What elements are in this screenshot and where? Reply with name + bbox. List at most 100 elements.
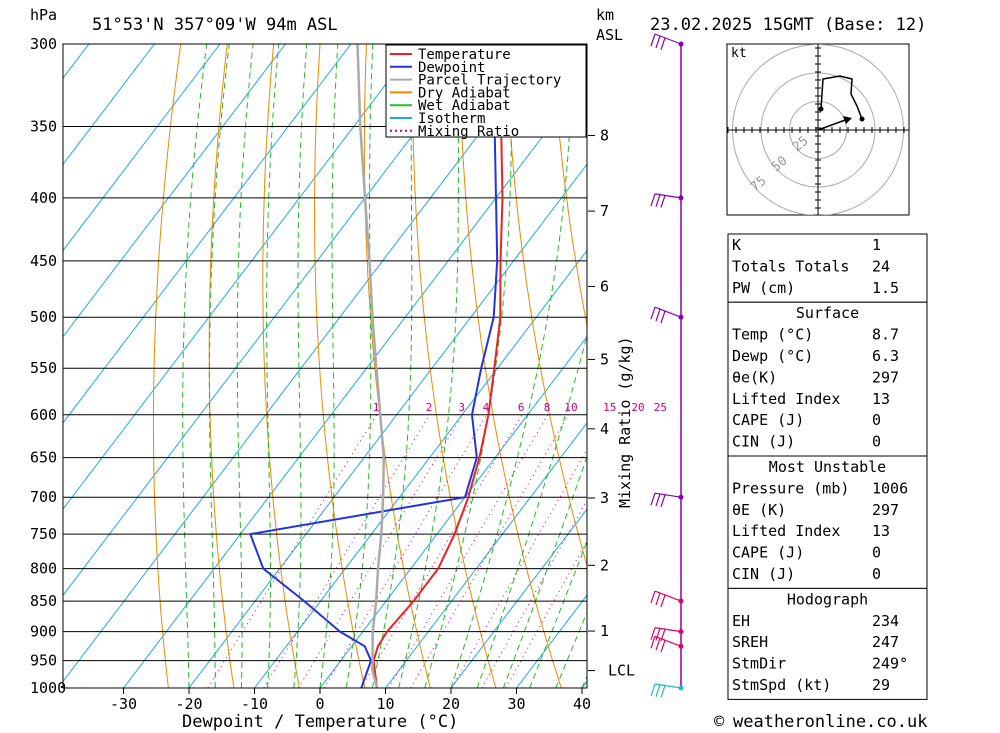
pressure-tick-label: 550 <box>30 359 57 377</box>
height-tick-label: 8 <box>600 127 609 145</box>
legend-entry-label: Parcel Trajectory <box>418 73 561 89</box>
table-row-value: 0 <box>872 433 881 451</box>
mixing-ratio-line <box>410 414 569 688</box>
wind-barb-staff <box>654 590 682 602</box>
credit-group: © weatheronline.co.uk <box>714 712 927 732</box>
height-tick-label: LCL <box>608 662 635 680</box>
location-title: 51°53'N 357°09'W 94m ASL <box>92 15 338 35</box>
wet-adiabat-line <box>555 611 587 688</box>
height-tick-label: 7 <box>600 202 609 220</box>
wind-barb-staff <box>654 492 682 498</box>
wet-adiabat-line <box>266 44 280 688</box>
wind-barb-feather <box>650 33 656 47</box>
wind-barb-feather <box>655 684 661 697</box>
height-tick-label: 5 <box>600 350 609 368</box>
mixing-ratio-tick-label: 2 <box>426 401 433 414</box>
legend-entry-label: Dewpoint <box>418 60 485 76</box>
table-row-label: Lifted Index <box>732 522 840 540</box>
wind-barb-feather <box>660 685 666 698</box>
table-row-value: 24 <box>872 257 890 275</box>
wind-barb-feather <box>650 590 656 604</box>
wind-barb-icon <box>650 492 682 507</box>
table-row-value: 1 <box>872 236 881 254</box>
table-row-value: 6.3 <box>872 347 899 365</box>
wet-adiabat-line <box>450 44 574 688</box>
table-row-value: 297 <box>872 368 899 386</box>
pressure-tick-label: 850 <box>30 592 57 610</box>
table-row-label: PW (cm) <box>732 279 795 297</box>
wind-barb-feather <box>650 683 656 697</box>
table-row-label: SREH <box>732 633 768 651</box>
datetime-title: 23.02.2025 15GMT (Base: 12) <box>650 15 926 35</box>
wind-barb-staff <box>654 635 682 647</box>
table-row-value: 13 <box>872 522 890 540</box>
table-title: Surface <box>796 304 859 322</box>
table-row-value: 297 <box>872 501 899 519</box>
dry-adiabat-line <box>924 44 1000 688</box>
wet-adiabat-line <box>293 44 308 688</box>
wind-barb-feather <box>655 638 661 651</box>
pressure-tick-label: 750 <box>30 525 57 543</box>
hodograph-trace <box>820 75 863 120</box>
table-row-value: 1.5 <box>872 279 899 297</box>
wind-barb-icon <box>650 193 682 208</box>
wind-barb-feather <box>650 193 656 207</box>
mixing-ratio-axis-title: Mixing Ratio (g/kg) <box>616 336 634 508</box>
table-row-label: CAPE (J) <box>732 411 804 429</box>
height-tick-label: 6 <box>600 277 609 295</box>
temperature-tick-label: 10 <box>376 695 394 713</box>
isotherm-line <box>385 422 587 688</box>
wind-barb-feather <box>650 307 656 320</box>
dewpoint-line <box>248 44 499 688</box>
hodograph-point <box>859 116 865 122</box>
temperature-tick-label: 20 <box>442 695 460 713</box>
isotherm-line <box>63 44 483 597</box>
pressure-tick-label: 400 <box>30 189 57 207</box>
km-unit-label: km <box>596 6 614 24</box>
isotherm-line <box>63 44 352 424</box>
temperature-tick-label: -20 <box>175 695 202 713</box>
table-title: Hodograph <box>787 590 868 608</box>
wind-barb-feather <box>660 195 666 208</box>
table-row-value: 249° <box>872 655 908 673</box>
wet-adiabat-line <box>236 44 254 688</box>
wind-barb-icon <box>650 635 682 653</box>
isotherm-line <box>450 508 587 688</box>
table-row-label: CIN (J) <box>732 565 795 583</box>
pressure-tick-label: 950 <box>30 652 57 670</box>
table-row-label: CAPE (J) <box>732 544 804 562</box>
wind-barb-feather <box>660 594 666 608</box>
wind-barb-feather <box>655 628 661 641</box>
table-row-value: 0 <box>872 411 881 429</box>
wind-barb-icon <box>650 627 682 642</box>
pressure-tick-label: 900 <box>30 623 57 641</box>
mixing-ratio-tick-label: 3 <box>459 401 466 414</box>
wind-barb-icon <box>650 683 682 698</box>
wind-barb-feather <box>660 37 666 51</box>
table-row-value: 1006 <box>872 479 908 497</box>
table-row-label: θe(K) <box>732 368 777 386</box>
skewt-plot-area <box>62 43 1000 689</box>
wind-barb-staff <box>654 683 682 689</box>
temperature-tick-label: 0 <box>315 695 324 713</box>
wind-barb-staff <box>654 627 682 633</box>
wind-barb-feather <box>655 493 661 507</box>
isotherm-line <box>63 44 155 166</box>
pressure-tick-label: 650 <box>30 449 57 467</box>
legend-entry-label: Wet Adiabat <box>418 98 511 114</box>
table-box <box>727 301 928 457</box>
table-box <box>727 587 928 700</box>
wind-barb-feather <box>660 310 666 324</box>
wind-barb-feather <box>650 627 656 640</box>
wind-barb-feather <box>660 494 666 507</box>
wind-barb-icon <box>650 33 682 51</box>
dry-adiabat-line <box>208 44 235 688</box>
mixing-ratio-tick-label: 10 <box>564 401 577 414</box>
storm-motion-arrowhead <box>843 116 852 124</box>
table-row-value: 0 <box>872 544 881 562</box>
wind-barb-feather <box>655 194 661 207</box>
table-row-value: 8.7 <box>872 326 899 344</box>
legend-entry-label: Dry Adiabat <box>418 85 511 101</box>
table-title: Most Unstable <box>769 458 886 476</box>
